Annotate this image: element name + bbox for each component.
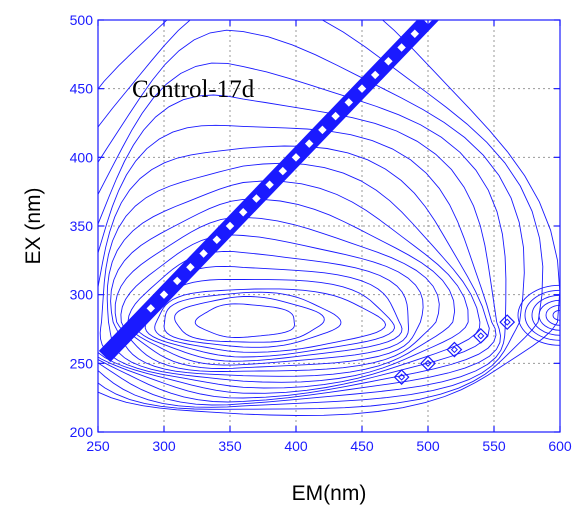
rayleigh-marker bbox=[199, 249, 208, 258]
contour-line bbox=[98, 124, 497, 399]
contour-line bbox=[120, 234, 424, 369]
contour-line bbox=[98, 94, 501, 403]
rayleigh-marker bbox=[238, 208, 248, 217]
rayleigh-marker bbox=[397, 43, 406, 52]
rayleigh-marker bbox=[225, 221, 235, 231]
rayleigh-marker bbox=[304, 139, 314, 148]
x-axis-title: EM(nm) bbox=[292, 482, 367, 505]
y-tick-label: 500 bbox=[70, 12, 94, 28]
x-tick-label: 400 bbox=[284, 438, 308, 454]
scatter-marker-inner bbox=[450, 346, 458, 354]
rayleigh-marker bbox=[146, 304, 156, 313]
contour-line bbox=[98, 62, 507, 406]
contour-line bbox=[106, 180, 469, 383]
tick-labels: 250 300 350 400 450 500 550 6002002503003504004… bbox=[70, 12, 572, 454]
x-tick-label: 500 bbox=[416, 438, 440, 454]
scatter-marker bbox=[472, 327, 489, 344]
scatter-marker-inner bbox=[398, 373, 406, 381]
contour-core bbox=[174, 296, 325, 343]
scatter-marker bbox=[393, 369, 410, 385]
contour-line bbox=[110, 198, 456, 377]
x-tick-label: 300 bbox=[152, 438, 176, 454]
rayleigh-marker bbox=[265, 180, 274, 190]
rayleigh-marker bbox=[212, 235, 222, 244]
rayleigh-marker bbox=[331, 111, 340, 121]
contour-core bbox=[163, 291, 342, 348]
rayleigh-marker bbox=[384, 56, 393, 66]
axes bbox=[97, 19, 561, 433]
scatter-marker bbox=[446, 341, 463, 358]
rayleigh-marker bbox=[252, 194, 261, 203]
contour-lines bbox=[98, 20, 560, 416]
rayleigh-marker bbox=[357, 84, 367, 93]
contour-line bbox=[98, 29, 525, 408]
scatter-markers bbox=[98, 20, 516, 385]
y-tick-label: 300 bbox=[70, 287, 94, 303]
contour-line-right bbox=[524, 289, 560, 341]
rayleigh-marker bbox=[278, 166, 288, 176]
y-tick-label: 400 bbox=[70, 149, 94, 165]
scatter-marker bbox=[420, 355, 436, 372]
y-axis-title: EX (nm) bbox=[22, 187, 45, 264]
contour-line bbox=[99, 162, 481, 389]
contour-line-right bbox=[531, 294, 560, 336]
y-tick-label: 250 bbox=[70, 355, 94, 371]
contour-line bbox=[98, 20, 560, 416]
x-tick-label: 450 bbox=[350, 438, 374, 454]
x-tick-label: 250 bbox=[86, 438, 110, 454]
rayleigh-marker bbox=[186, 262, 195, 272]
rayleigh-marker bbox=[291, 153, 301, 162]
scatter-marker-inner bbox=[477, 332, 485, 340]
contour-line-right bbox=[517, 284, 560, 346]
contour-core bbox=[194, 303, 295, 338]
y-tick-label: 450 bbox=[70, 81, 94, 97]
scatter-marker-inner bbox=[424, 359, 432, 367]
x-tick-label: 600 bbox=[548, 438, 572, 454]
rayleigh-band bbox=[98, 20, 440, 363]
contour-line bbox=[98, 145, 490, 394]
contour-line bbox=[114, 216, 440, 372]
contour-line bbox=[154, 288, 387, 353]
x-tick-label: 350 bbox=[218, 438, 242, 454]
contour-line-right bbox=[552, 309, 560, 321]
rayleigh-marker bbox=[410, 29, 420, 38]
contour-line-right bbox=[538, 299, 560, 331]
y-tick-label: 200 bbox=[70, 424, 94, 440]
rayleigh-marker bbox=[159, 290, 169, 299]
rayleigh-marker bbox=[423, 20, 433, 25]
x-tick-label: 550 bbox=[482, 438, 506, 454]
rayleigh-marker bbox=[344, 98, 354, 107]
rayleigh-marker bbox=[172, 276, 182, 286]
y-tick-label: 350 bbox=[70, 218, 94, 234]
contour-line-right bbox=[545, 304, 560, 326]
scatter-marker-inner bbox=[503, 318, 511, 326]
scatter-marker bbox=[499, 314, 516, 331]
rayleigh-marker bbox=[370, 70, 380, 80]
panel-label: Control-17d bbox=[132, 76, 255, 103]
rayleigh-marker bbox=[318, 125, 327, 135]
